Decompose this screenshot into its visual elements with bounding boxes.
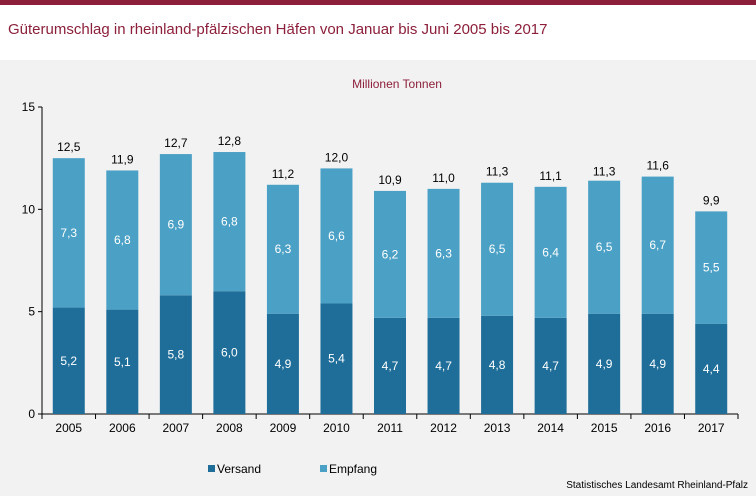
bar-empfang-2008 (213, 152, 246, 292)
total-label: 11,9 (111, 152, 134, 166)
data-label-versand: 4,7 (382, 359, 399, 373)
bar-versand-2009 (266, 313, 299, 414)
total-label: 11,6 (646, 159, 669, 173)
data-label-versand: 4,7 (435, 359, 452, 373)
data-label-versand: 5,4 (328, 352, 345, 366)
y-tick-label: 10 (22, 202, 36, 216)
bar-empfang-2005 (52, 158, 85, 308)
x-tick-label: 2016 (644, 421, 671, 435)
data-label-versand: 4,4 (703, 362, 720, 376)
data-label-empfang: 6,2 (382, 247, 399, 261)
x-tick-label: 2006 (109, 421, 136, 435)
bar-versand-2016 (641, 313, 674, 414)
data-label-empfang: 7,3 (60, 226, 77, 240)
data-label-empfang: 6,8 (114, 233, 131, 247)
bar-versand-2014 (534, 317, 567, 414)
x-tick-label: 2007 (162, 421, 189, 435)
bar-empfang-2014 (534, 186, 567, 318)
x-tick-label: 2012 (430, 421, 457, 435)
bars: 5,2 7,3 12,5 5,1 6,8 11,9 5,8 6,9 12,7 6,0 6,8 12,8… (52, 134, 728, 414)
data-label-versand: 4,9 (649, 357, 666, 371)
legend: Versand Empfang (208, 462, 377, 476)
data-label-empfang: 6,6 (328, 229, 345, 243)
bar-empfang-2006 (106, 170, 139, 310)
total-label: 11,0 (432, 171, 455, 185)
total-label: 12,0 (325, 150, 349, 164)
data-label-empfang: 6,3 (435, 246, 452, 260)
bar-versand-2012 (427, 317, 460, 414)
data-label-versand: 4,9 (275, 357, 292, 371)
legend-swatch-versand (208, 465, 215, 472)
legend-swatch-empfang (320, 465, 327, 472)
data-label-empfang: 6,9 (168, 218, 185, 232)
bar-versand-2008 (213, 291, 246, 414)
bar-empfang-2012 (427, 188, 460, 318)
top-rule (0, 0, 756, 5)
y-axis: 0 5 10 15 (22, 100, 43, 421)
bar-empfang-2013 (481, 182, 514, 316)
data-label-empfang: 5,5 (703, 261, 720, 275)
total-label: 11,3 (593, 165, 616, 179)
bar-versand-2011 (374, 317, 406, 414)
data-label-versand: 5,2 (60, 354, 77, 368)
x-axis: 2005 2006 2007 2008 2009 2010 2011 2012 2013 2014… (41, 413, 739, 435)
x-tick-label: 2011 (377, 421, 403, 435)
unit-label: Millionen Tonnen (352, 77, 442, 91)
data-label-versand: 5,8 (168, 348, 185, 362)
data-label-versand: 5,1 (114, 355, 131, 369)
data-label-versand: 4,7 (542, 359, 559, 373)
total-label: 12,7 (164, 136, 188, 150)
x-tick-label: 2013 (484, 421, 511, 435)
x-tick-label: 2005 (55, 421, 82, 435)
total-label: 11,2 (272, 167, 295, 181)
bar-empfang-2007 (159, 154, 192, 296)
x-tick-label: 2008 (216, 421, 243, 435)
y-tick-label: 5 (28, 305, 35, 319)
x-tick-label: 2015 (591, 421, 618, 435)
x-tick-label: 2017 (698, 421, 725, 435)
bar-versand-2015 (588, 313, 621, 414)
bar-empfang-2011 (374, 190, 406, 318)
bar-versand-2007 (159, 295, 192, 414)
bar-versand-2010 (320, 303, 353, 414)
total-label: 11,1 (539, 169, 562, 183)
data-label-empfang: 6,7 (649, 238, 666, 252)
data-label-empfang: 6,4 (542, 245, 559, 259)
source-label: Statistisches Landesamt Rheinland-Pfalz (566, 480, 748, 491)
data-label-versand: 4,9 (596, 357, 613, 371)
bar-versand-2017 (695, 323, 728, 414)
total-label: 9,9 (703, 193, 720, 207)
bar-empfang-2017 (695, 211, 728, 324)
bar-empfang-2009 (266, 184, 299, 314)
total-label: 10,9 (378, 173, 402, 187)
total-label: 12,8 (218, 134, 242, 148)
y-tick-label: 0 (28, 407, 35, 421)
total-label: 12,5 (57, 140, 81, 154)
y-tick-label: 15 (22, 100, 36, 114)
data-label-versand: 4,8 (489, 358, 506, 372)
data-label-empfang: 6,8 (221, 215, 238, 229)
bar-versand-2013 (481, 315, 514, 414)
legend-label-empfang: Empfang (329, 462, 377, 476)
legend-label-versand: Versand (217, 462, 261, 476)
x-tick-label: 2010 (323, 421, 350, 435)
total-label: 11,3 (486, 165, 509, 179)
data-label-empfang: 6,3 (275, 242, 292, 256)
data-label-empfang: 6,5 (596, 240, 613, 254)
chart-title: Güterumschlag in rheinland-pfälzischen H… (8, 21, 548, 38)
data-label-empfang: 6,5 (489, 242, 506, 256)
bar-empfang-2010 (320, 168, 353, 304)
data-label-versand: 6,0 (221, 346, 238, 360)
bar-versand-2006 (106, 309, 139, 414)
bar-empfang-2016 (641, 176, 674, 314)
x-tick-label: 2009 (270, 421, 297, 435)
bar-empfang-2015 (588, 180, 621, 314)
x-tick-label: 2014 (537, 421, 564, 435)
bar-versand-2005 (52, 307, 85, 414)
